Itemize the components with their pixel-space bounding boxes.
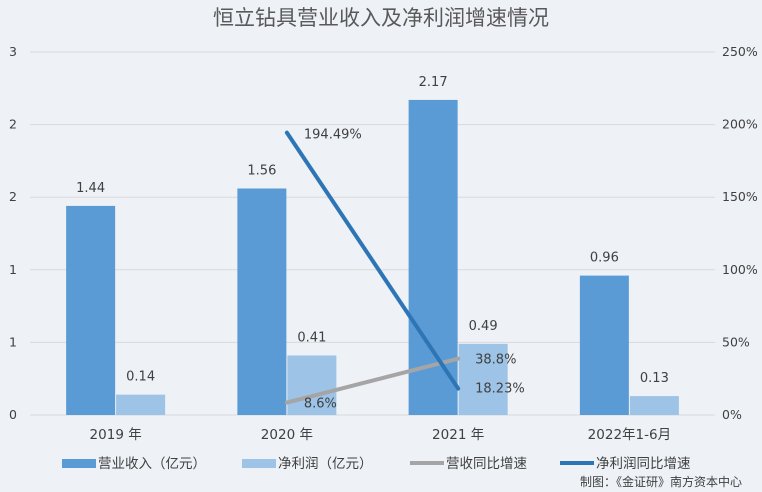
- lines: [284, 130, 461, 405]
- series-line: [284, 130, 461, 391]
- line-value-label: 38.8%: [475, 353, 516, 368]
- bar: [458, 343, 508, 415]
- category-label: 2019 年: [90, 427, 142, 443]
- bar-value-label: 2.17: [419, 75, 448, 90]
- legend-label: 净利润同比增速: [596, 456, 691, 472]
- line-value-label: 194.49%: [304, 128, 362, 143]
- legend: 营业收入（亿元） 净利润（亿元） 营收同比增速 净利润同比增速: [62, 456, 691, 472]
- bar: [237, 188, 287, 415]
- left-axis: 0 1 1 2 2 3: [9, 44, 17, 422]
- bar: [116, 394, 166, 415]
- bar-value-label: 1.56: [247, 163, 276, 178]
- series-line: [284, 356, 461, 405]
- bar-value-label: 0.13: [640, 371, 669, 386]
- left-tick-label: 3: [9, 44, 17, 59]
- legend-label: 营业收入（亿元）: [98, 456, 206, 472]
- right-tick-label: 200%: [722, 117, 758, 132]
- left-tick-label: 0: [9, 407, 17, 422]
- bar-value-label: 0.96: [590, 251, 619, 266]
- bar-value-label: 0.41: [297, 330, 326, 345]
- right-tick-label: 50%: [722, 334, 750, 349]
- right-tick-label: 150%: [722, 189, 758, 204]
- category-label: 2021 年: [432, 427, 484, 443]
- bar-value-label: 0.14: [126, 370, 155, 385]
- category-axis: 2019 年 2020 年 2021 年 2022年1-6月: [90, 427, 672, 443]
- right-tick-label: 100%: [722, 262, 758, 277]
- left-tick-label: 2: [9, 189, 17, 204]
- category-label: 2020 年: [261, 427, 313, 443]
- right-tick-label: 250%: [722, 44, 758, 59]
- bar: [66, 205, 116, 415]
- right-axis: 0% 50% 100% 150% 200% 250%: [722, 44, 758, 422]
- right-tick-label: 0%: [722, 407, 742, 422]
- legend-label: 净利润（亿元）: [278, 456, 373, 472]
- bars: [66, 99, 679, 415]
- bar-value-label: 1.44: [76, 181, 105, 196]
- bar-value-label: 0.49: [469, 319, 498, 334]
- left-tick-label: 2: [9, 117, 17, 132]
- bar: [579, 275, 629, 415]
- source-footer: 制图：《金证研》南方资本中心: [580, 474, 742, 489]
- left-tick-label: 1: [9, 334, 17, 349]
- bar: [629, 396, 679, 415]
- bar: [287, 355, 337, 415]
- line-value-label: 8.6%: [304, 397, 337, 412]
- line-value-label: 18.23%: [475, 382, 525, 397]
- legend-swatch: [242, 459, 276, 468]
- category-label: 2022年1-6月: [588, 427, 671, 443]
- chart-title: 恒立钻具营业收入及净利润增速情况: [213, 6, 549, 30]
- legend-swatch: [62, 459, 96, 468]
- legend-label: 营收同比增速: [446, 456, 527, 472]
- left-tick-label: 1: [9, 262, 17, 277]
- data-labels: 1.44 1.56 2.17 0.96 0.14 0.41 0.49 0.13 8.6% 38.8…: [76, 75, 669, 412]
